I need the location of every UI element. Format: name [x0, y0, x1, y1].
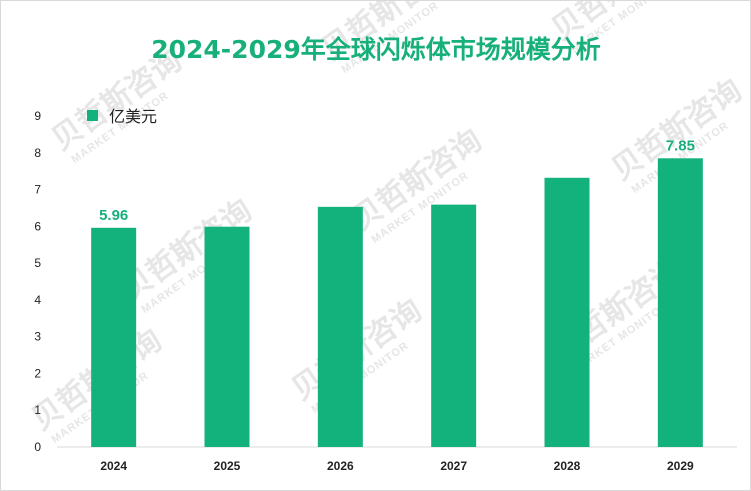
chart-title: 2024-2029年全球闪烁体市场规模分析	[151, 35, 601, 64]
bar-2026	[317, 206, 363, 447]
y-tick-label: 3	[34, 330, 41, 344]
data-labels: 5.96 7.85	[99, 137, 695, 224]
y-tick-label: 5	[34, 256, 41, 270]
y-tick-label: 0	[34, 440, 41, 454]
bar-2028	[544, 177, 590, 447]
y-tick-label: 7	[34, 183, 41, 197]
bar-2025	[204, 226, 250, 447]
x-tick-label: 2028	[554, 459, 581, 473]
y-tick-label: 6	[34, 219, 41, 233]
bar-2027	[431, 204, 477, 447]
x-tick-label: 2024	[100, 459, 127, 473]
bar-2024	[91, 227, 137, 447]
y-tick-label: 9	[34, 109, 41, 123]
legend: 亿美元	[87, 107, 157, 126]
y-tick-label: 2	[34, 366, 41, 380]
x-tick-label: 2029	[667, 459, 694, 473]
y-axis: 0 1 2 3 4 5 6 7 8 9	[34, 109, 41, 454]
x-tick-label: 2026	[327, 459, 354, 473]
y-tick-label: 4	[34, 293, 41, 307]
data-label-2029: 7.85	[666, 137, 695, 154]
x-tick-label: 2025	[214, 459, 241, 473]
legend-label: 亿美元	[109, 107, 157, 126]
x-axis: 2024 2025 2026 2027 2028 2029	[100, 459, 694, 473]
bar-2029	[657, 158, 703, 448]
legend-swatch	[87, 110, 98, 121]
y-tick-label: 1	[34, 403, 41, 417]
bar-series	[91, 158, 703, 448]
data-label-2024: 5.96	[99, 207, 128, 224]
x-tick-label: 2027	[440, 459, 467, 473]
y-tick-label: 8	[34, 146, 41, 160]
